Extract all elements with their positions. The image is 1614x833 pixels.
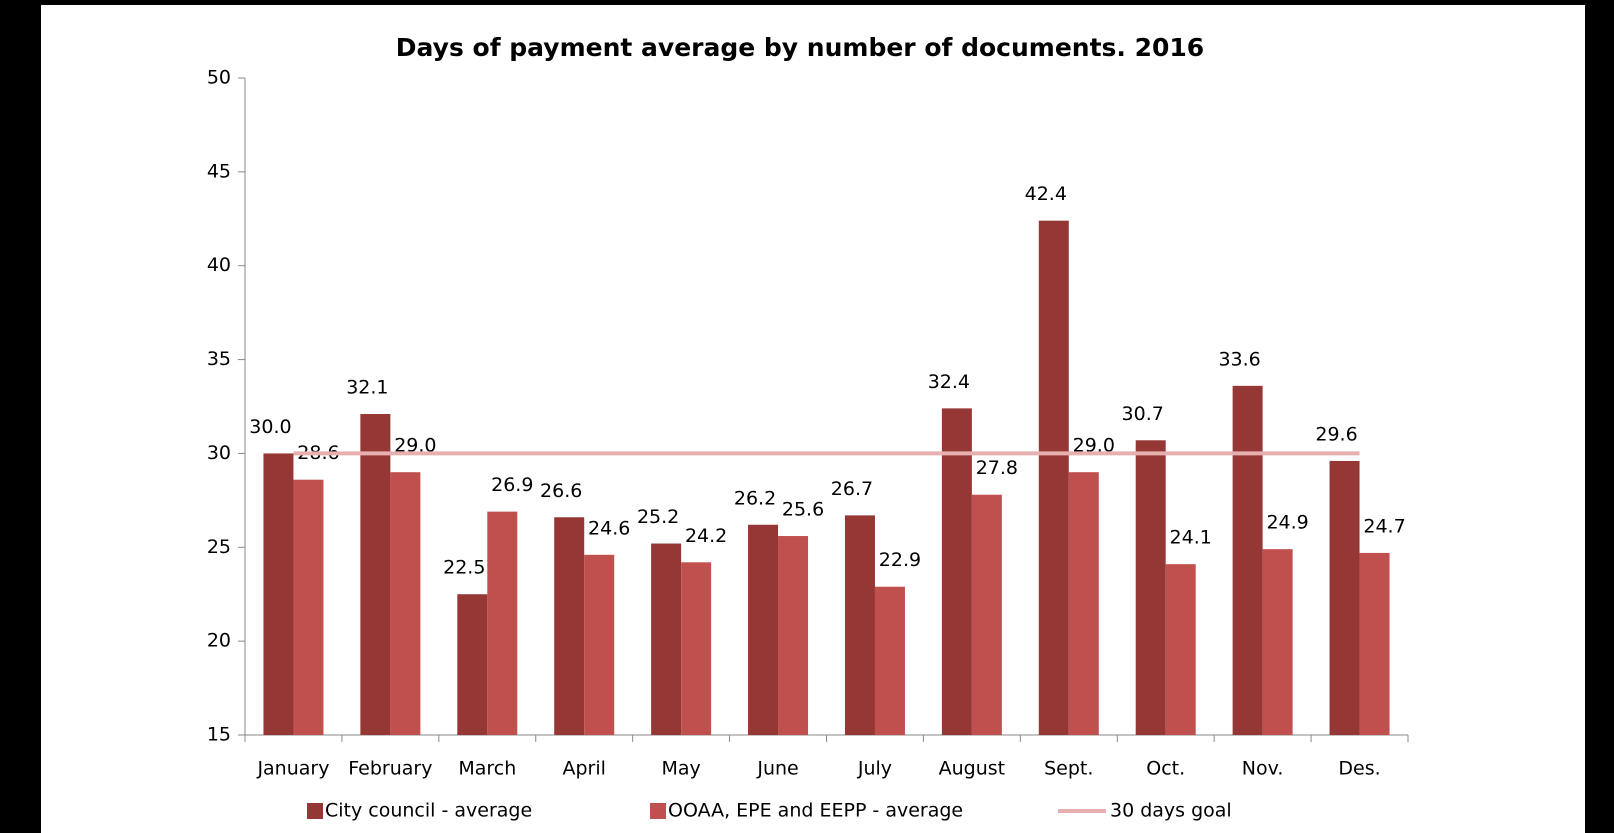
x-tick-label: May: [661, 758, 700, 780]
bar: [1359, 552, 1390, 735]
data-label: 26.2: [734, 487, 776, 509]
x-tick-label: Des.: [1338, 758, 1380, 780]
bar: [1165, 564, 1196, 735]
data-label: 25.6: [782, 499, 824, 521]
chart-title: Days of payment average by number of doc…: [396, 33, 1204, 62]
x-tick-label: Oct.: [1146, 758, 1185, 780]
data-label: 24.6: [588, 517, 630, 539]
x-tick-label: February: [348, 758, 432, 780]
bar: [1329, 460, 1360, 735]
y-tick-label: 15: [207, 724, 231, 746]
x-tick-label: July: [857, 758, 892, 780]
bar: [748, 524, 779, 735]
y-tick-label: 35: [207, 348, 231, 370]
x-tick-label: June: [756, 758, 798, 780]
bar: [584, 554, 615, 735]
data-label: 26.6: [540, 480, 582, 502]
bar: [293, 479, 324, 735]
data-label: 24.2: [685, 525, 727, 547]
bar: [1232, 385, 1263, 735]
bar: [874, 586, 905, 735]
data-label: 25.2: [637, 506, 679, 528]
bar: [457, 594, 488, 735]
x-tick-label: April: [562, 758, 605, 780]
data-label: 29.6: [1315, 423, 1357, 445]
bar: [1038, 220, 1069, 736]
data-label: 32.4: [928, 371, 970, 393]
x-tick-label: Nov.: [1242, 758, 1284, 780]
data-label: 24.9: [1266, 512, 1308, 534]
data-label: 29.0: [394, 435, 436, 457]
y-tick-label: 25: [207, 536, 231, 558]
bar: [554, 517, 585, 735]
y-tick-label: 20: [207, 630, 231, 652]
data-label: 30.0: [249, 416, 291, 438]
y-tick-label: 45: [207, 160, 231, 182]
data-label: 29.0: [1073, 435, 1115, 457]
bar: [971, 494, 1002, 735]
bar: [1262, 549, 1293, 735]
data-label: 22.9: [879, 549, 921, 571]
data-label: 32.1: [346, 377, 388, 399]
data-label: 30.7: [1122, 403, 1164, 425]
data-label: 42.4: [1025, 183, 1067, 205]
legend-swatch: [307, 803, 323, 819]
bar: [941, 408, 972, 735]
bar: [1068, 472, 1099, 735]
y-tick-label: 30: [207, 442, 231, 464]
data-label: 26.7: [831, 478, 873, 500]
legend-label: 30 days goal: [1110, 800, 1232, 822]
x-tick-label: January: [256, 758, 329, 780]
y-tick-label: 40: [207, 254, 231, 276]
data-label: 24.7: [1363, 515, 1405, 537]
bar: [263, 453, 294, 735]
data-label: 22.5: [443, 557, 485, 579]
data-label: 27.8: [976, 457, 1018, 479]
bar: [681, 562, 712, 735]
bar: [390, 472, 421, 735]
data-label: 26.9: [491, 474, 533, 496]
bar: [360, 414, 391, 735]
bar: [778, 536, 809, 735]
bar: [651, 543, 682, 735]
data-label: 33.6: [1218, 348, 1260, 370]
legend-label: OOAA, EPE and EEPP - average: [668, 800, 963, 822]
legend-swatch: [650, 803, 666, 819]
x-tick-label: March: [458, 758, 516, 780]
bar: [487, 511, 518, 735]
bar: [844, 515, 875, 735]
data-label: 24.1: [1170, 527, 1212, 549]
x-tick-label: Sept.: [1044, 758, 1093, 780]
y-tick-label: 50: [207, 67, 231, 89]
bar: [1135, 440, 1166, 735]
legend-label: City council - average: [325, 800, 532, 822]
x-tick-label: August: [939, 758, 1006, 780]
